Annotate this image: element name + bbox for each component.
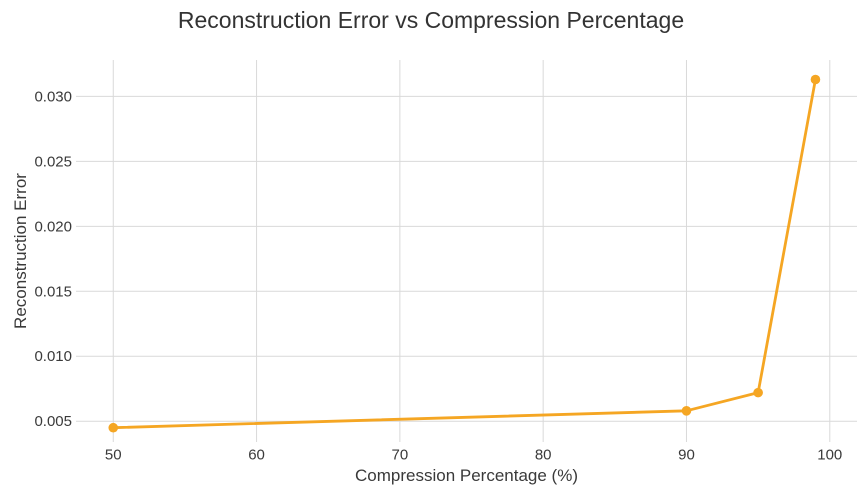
x-tick-label: 70 [392, 447, 409, 464]
y-tick-label: 0.010 [34, 348, 72, 365]
data-line [111, 78, 817, 430]
x-tick-label: 60 [248, 447, 265, 464]
x-tick-label: 100 [817, 447, 842, 464]
data-point [108, 422, 119, 433]
y-tick-label: 0.005 [34, 413, 72, 430]
y-tick-label: 0.020 [34, 218, 72, 235]
chart-title: Reconstruction Error vs Compression Perc… [177, 7, 685, 33]
x-tick-label: 90 [678, 447, 695, 464]
y-tick-label: 0.015 [34, 283, 72, 300]
y-axis-label: Reconstruction Error [11, 173, 30, 329]
data-point [753, 387, 763, 398]
x-tick-label: 50 [105, 447, 122, 464]
y-tick-label: 0.030 [34, 88, 72, 105]
data-point [681, 406, 692, 416]
x-tick-label: 80 [535, 447, 552, 464]
y-tick-label: 0.025 [34, 153, 72, 170]
x-axis-label: Compression Percentage (%) [355, 466, 578, 485]
data-point [810, 74, 821, 85]
